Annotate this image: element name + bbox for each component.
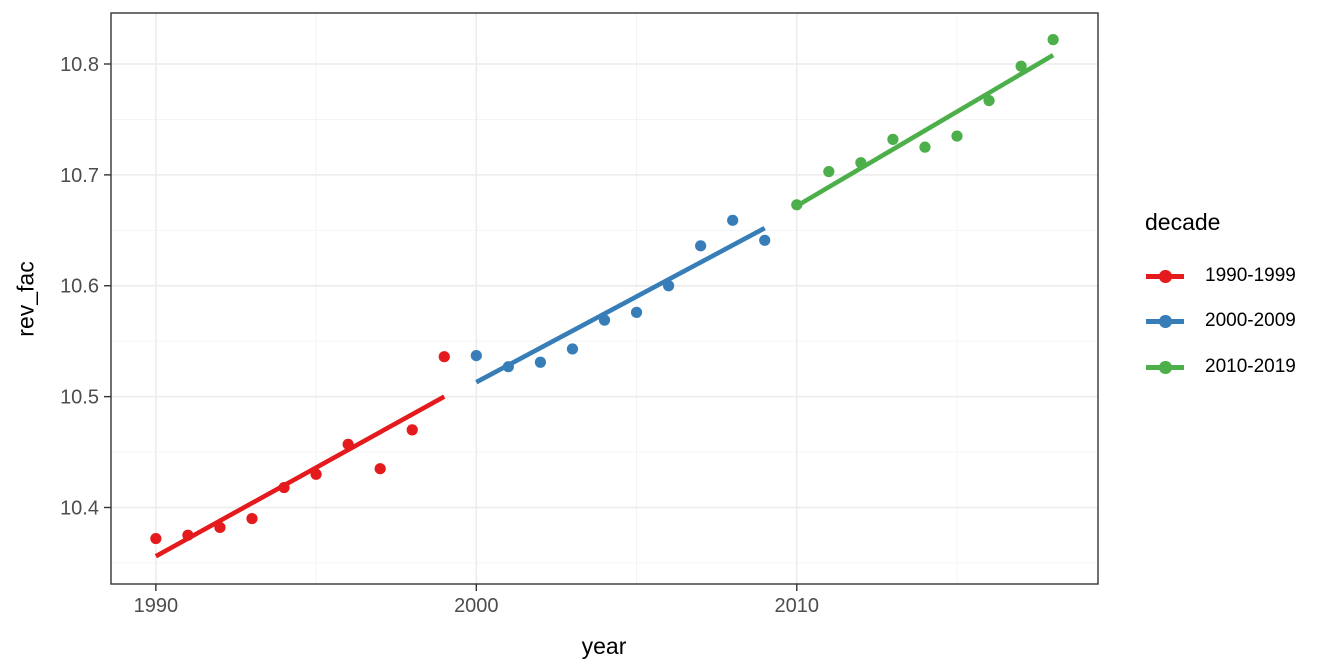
data-point bbox=[919, 141, 931, 153]
data-point bbox=[630, 306, 643, 318]
x-tick-label: 1990 bbox=[134, 595, 179, 617]
data-point bbox=[983, 94, 995, 107]
legend-title: decade bbox=[1145, 209, 1221, 235]
legend-entry-2000-2009: 2000-2009 bbox=[1145, 309, 1296, 333]
legend: decade 1990-1999 2000-2009 2010-2019 bbox=[1145, 209, 1335, 377]
data-point bbox=[1015, 60, 1027, 72]
legend-key-icon bbox=[1146, 360, 1184, 374]
legend-key-icon bbox=[1146, 269, 1184, 283]
x-tick-label: 2000 bbox=[454, 595, 499, 617]
x-tick-label: 2010 bbox=[775, 595, 820, 617]
data-point bbox=[823, 165, 835, 178]
legend-label: 2010-2019 bbox=[1205, 356, 1296, 377]
data-point bbox=[727, 214, 739, 226]
data-point bbox=[150, 532, 162, 545]
y-tick-label: 10.8 bbox=[60, 54, 99, 76]
y-tick-label: 10.5 bbox=[60, 387, 99, 409]
y-tick-label: 10.4 bbox=[60, 497, 99, 519]
data-point bbox=[438, 351, 450, 363]
legend-label: 2000-2009 bbox=[1205, 310, 1296, 331]
data-point bbox=[566, 343, 579, 355]
data-point bbox=[406, 424, 418, 436]
trend-line bbox=[795, 53, 1055, 208]
y-axis-title: rev_fac bbox=[12, 261, 39, 337]
data-point bbox=[374, 463, 386, 475]
data-point bbox=[246, 512, 258, 525]
data-point bbox=[951, 130, 963, 142]
legend-label: 1990-1999 bbox=[1205, 265, 1296, 286]
y-tick-label: 10.7 bbox=[60, 165, 99, 187]
data-point bbox=[887, 133, 899, 145]
data-point bbox=[534, 356, 547, 368]
x-axis-title: year bbox=[581, 633, 627, 659]
data-point bbox=[695, 240, 707, 252]
legend-key-icon bbox=[1146, 314, 1184, 328]
panel-border bbox=[110, 12, 1099, 585]
data-point bbox=[470, 350, 482, 362]
legend-entry-2010-2019: 2010-2019 bbox=[1145, 355, 1296, 379]
trend-line bbox=[475, 226, 766, 385]
legend-entry-1990-1999: 1990-1999 bbox=[1145, 264, 1296, 288]
data-point bbox=[1047, 34, 1059, 46]
data-point bbox=[759, 234, 771, 246]
trend-line bbox=[154, 394, 446, 559]
y-tick-label: 10.6 bbox=[60, 276, 99, 298]
